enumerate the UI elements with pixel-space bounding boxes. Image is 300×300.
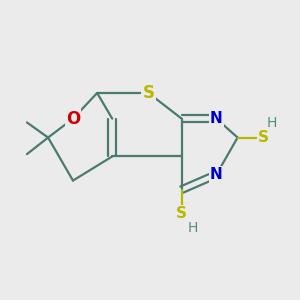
Text: O: O <box>66 110 80 128</box>
Text: S: S <box>176 206 187 221</box>
Text: N: N <box>210 167 223 182</box>
Text: S: S <box>142 84 154 102</box>
Text: S: S <box>258 130 269 145</box>
Text: N: N <box>210 111 223 126</box>
Text: H: H <box>266 116 277 130</box>
Text: H: H <box>188 220 198 235</box>
